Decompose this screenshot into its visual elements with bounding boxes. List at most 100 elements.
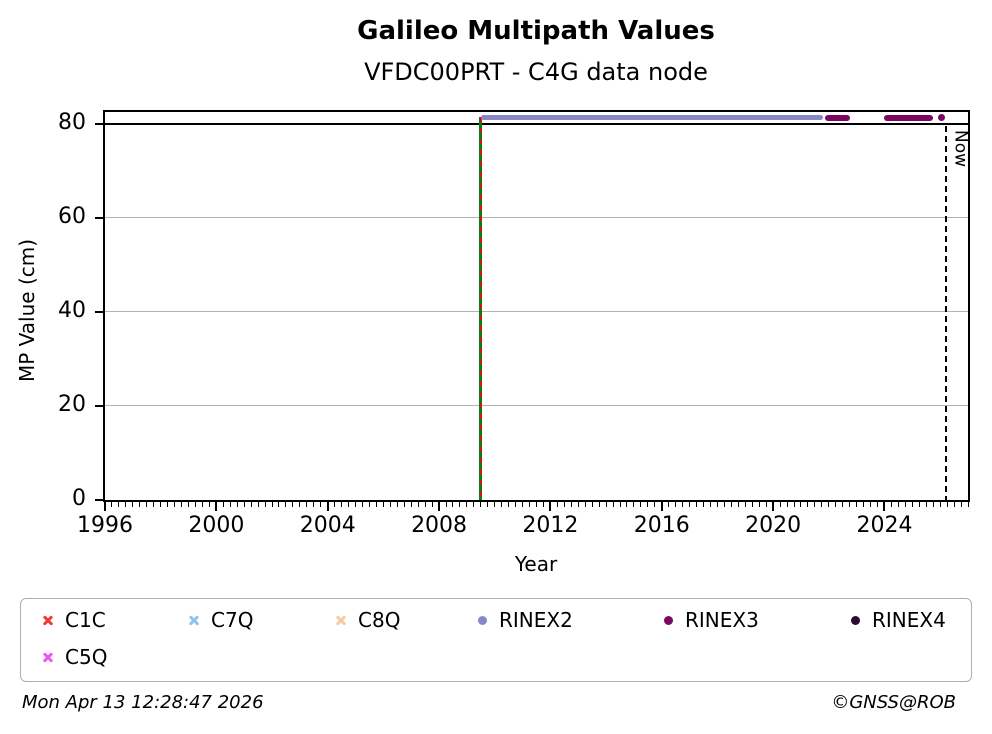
x-minor-tick: [410, 502, 412, 507]
x-tick-label: 2020: [745, 513, 802, 538]
x-tick-label: 2008: [411, 513, 468, 538]
x-minor-tick: [417, 502, 419, 507]
x-minor-tick: [730, 502, 732, 507]
x-minor-tick: [863, 502, 865, 507]
x-minor-tick: [675, 502, 677, 507]
x-marker-icon: [335, 614, 347, 626]
x-minor-tick: [584, 502, 586, 507]
x-minor-tick: [946, 502, 948, 507]
x-minor-tick: [362, 502, 363, 507]
x-minor-tick: [696, 502, 698, 507]
gridline: [105, 311, 968, 313]
x-minor-tick: [271, 502, 273, 507]
x-minor-tick: [160, 502, 162, 507]
x-minor-tick: [967, 502, 969, 507]
x-minor-tick: [619, 502, 621, 507]
x-tick: [772, 502, 775, 511]
y-tick-label: 0: [72, 486, 86, 511]
x-minor-tick: [431, 502, 433, 507]
x-marker-icon: [42, 614, 54, 626]
chart-subtitle: VFDC00PRT - C4G data node: [364, 58, 708, 86]
x-minor-tick: [118, 502, 120, 507]
x-minor-tick: [424, 502, 426, 507]
x-marker-icon: [42, 651, 54, 663]
x-minor-tick: [793, 502, 795, 507]
x-minor-tick: [382, 502, 384, 507]
legend-item-c1c: C1C: [42, 607, 106, 633]
rinex3-data-point: [938, 114, 946, 122]
x-minor-tick: [605, 502, 607, 507]
legend-box: C1C C7Q C8Q RINEX2 RINEX3 RINEX4 C5Q: [20, 598, 972, 682]
x-minor-tick: [466, 502, 468, 507]
x-minor-tick: [633, 502, 635, 507]
x-minor-tick: [292, 502, 294, 507]
x-minor-tick: [647, 502, 649, 507]
x-minor-tick: [814, 502, 816, 507]
x-minor-tick: [591, 502, 593, 507]
x-minor-tick: [939, 502, 941, 507]
x-minor-tick: [348, 502, 350, 507]
x-minor-tick: [877, 502, 879, 507]
y-tick: [95, 310, 105, 313]
plot-area: [103, 110, 970, 502]
x-minor-tick: [153, 502, 155, 507]
x-minor-tick: [375, 502, 377, 507]
x-minor-tick: [320, 502, 322, 507]
x-minor-tick: [522, 502, 524, 507]
x-minor-tick: [612, 502, 614, 507]
x-tick: [549, 502, 552, 511]
x-minor-tick: [716, 502, 718, 507]
x-tick-label: 1996: [77, 513, 133, 538]
x-minor-tick: [640, 502, 642, 507]
x-minor-tick: [668, 502, 670, 507]
x-minor-tick: [341, 502, 343, 507]
x-tick-label: 2024: [856, 513, 913, 538]
x-minor-tick: [194, 502, 196, 507]
x-minor-tick: [925, 502, 927, 507]
x-minor-tick: [744, 502, 746, 507]
y-tick: [95, 404, 105, 407]
x-minor-tick: [918, 502, 920, 507]
x-minor-tick: [821, 502, 823, 507]
x-minor-tick: [264, 502, 266, 507]
y-tick-label: 60: [58, 203, 86, 229]
x-axis-label: Year: [514, 552, 558, 576]
x-minor-tick: [459, 502, 461, 507]
x-minor-tick: [529, 502, 531, 507]
x-minor-tick: [306, 502, 308, 507]
x-minor-tick: [786, 502, 788, 507]
x-minor-tick: [828, 502, 830, 507]
legend-item-c5q: C5Q: [42, 644, 107, 670]
x-minor-tick: [250, 502, 252, 507]
x-minor-tick: [515, 502, 517, 507]
x-minor-tick: [229, 502, 231, 507]
gridline: [105, 405, 968, 407]
x-minor-tick: [536, 502, 537, 507]
x-minor-tick: [396, 502, 398, 507]
x-minor-tick: [556, 502, 558, 507]
legend-item-rinex4: RINEX4: [851, 607, 946, 633]
x-minor-tick: [494, 502, 496, 507]
x-minor-tick: [800, 502, 802, 507]
rinex3-band: [884, 114, 934, 121]
x-minor-tick: [842, 502, 844, 507]
x-minor-tick: [181, 502, 183, 507]
x-minor-tick: [654, 502, 656, 507]
legend-item-label: RINEX2: [499, 608, 573, 632]
x-minor-tick: [208, 502, 210, 507]
y-tick-label: 40: [58, 297, 86, 323]
rinex3-band: [824, 114, 850, 121]
x-minor-tick: [201, 502, 203, 507]
x-minor-tick: [278, 502, 280, 507]
threshold-line: [105, 122, 968, 125]
x-minor-tick: [313, 502, 315, 507]
x-minor-tick: [598, 502, 600, 507]
x-minor-tick: [389, 502, 391, 507]
legend-item-rinex2: RINEX2: [478, 607, 573, 633]
x-minor-tick: [139, 502, 141, 507]
x-minor-tick: [299, 502, 301, 507]
legend-item-label: C7Q: [211, 608, 254, 632]
legend-item-c8q: C8Q: [335, 607, 400, 633]
x-minor-tick: [835, 502, 837, 507]
